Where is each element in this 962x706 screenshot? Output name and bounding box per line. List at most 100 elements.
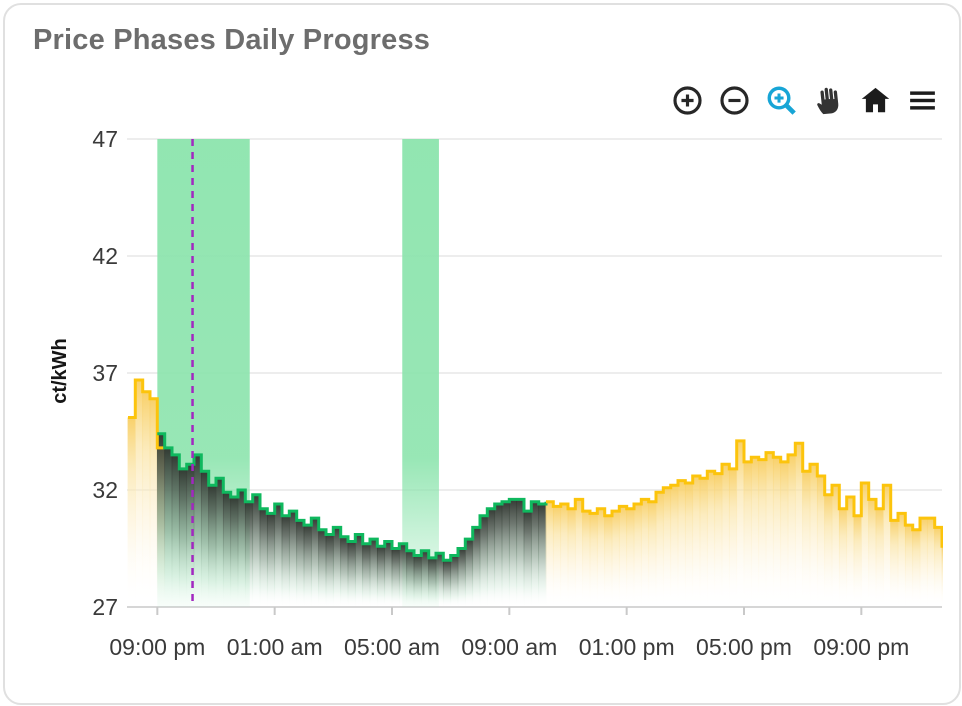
price-step-area-cheap: [486, 508, 496, 607]
price-step-area-expensive: [692, 475, 701, 607]
price-step-area-cheap: [281, 515, 290, 607]
price-step-area-cheap: [178, 468, 188, 607]
price-step-area-expensive: [882, 485, 892, 607]
price-step-area-expensive: [904, 525, 914, 607]
price-step-area-cheap: [164, 447, 173, 607]
price-step-area-expensive: [794, 443, 804, 607]
price-step-area-expensive: [662, 487, 672, 607]
price-step-area-cheap: [237, 490, 246, 607]
price-step-area-cheap: [376, 546, 386, 607]
price-step-area-cheap: [362, 543, 371, 607]
menu-button[interactable]: [904, 82, 940, 118]
price-step-area-expensive: [853, 515, 862, 607]
y-tick-label: 27: [92, 594, 118, 620]
price-step-area-cheap: [442, 560, 452, 607]
price-step-area-cheap: [369, 539, 378, 607]
chart-title: Price Phases Daily Progress: [33, 24, 431, 56]
price-step-area-expensive: [604, 515, 613, 607]
price-step-area-expensive: [919, 518, 928, 607]
price-area-group: [127, 380, 943, 607]
price-step-area-expensive: [545, 501, 554, 607]
price-step-area-expensive: [648, 501, 657, 607]
price-step-area-expensive: [816, 475, 826, 607]
price-step-area-expensive: [640, 499, 650, 607]
x-tick-label: 05:00 am: [344, 634, 440, 660]
price-step-area-expensive: [633, 504, 642, 607]
zoom-out-button[interactable]: [716, 82, 752, 118]
price-step-area-cheap: [200, 471, 210, 607]
home-button[interactable]: [857, 82, 893, 118]
price-step-area-expensive: [567, 508, 576, 607]
price-step-area-expensive: [780, 461, 789, 607]
price-step-area-expensive: [846, 497, 855, 607]
price-step-area-expensive: [941, 546, 943, 607]
price-step-area-expensive: [134, 380, 144, 607]
price-step-area-cheap: [413, 555, 422, 607]
price-step-area-cheap: [222, 492, 232, 607]
price-step-area-expensive: [868, 499, 877, 607]
price-step-area-expensive: [802, 471, 811, 607]
price-step-area-cheap: [494, 504, 503, 607]
price-step-area-expensive: [589, 513, 598, 607]
price-step-area-cheap: [340, 536, 349, 607]
price-step-area-expensive: [787, 454, 796, 607]
x-tick-label: 05:00 pm: [696, 634, 792, 660]
pan-button[interactable]: [810, 82, 846, 118]
x-tick-label: 01:00 pm: [579, 634, 675, 660]
y-axis-labels: 47 42 37 32 27: [92, 126, 118, 620]
price-step-area-expensive: [926, 518, 936, 607]
price-step-area-expensive: [574, 499, 584, 607]
price-step-area-expensive: [706, 471, 716, 607]
price-step-area-expensive: [142, 391, 151, 607]
price-step-area-cheap: [310, 518, 320, 607]
price-step-area-cheap: [259, 508, 268, 607]
price-step-area-expensive: [860, 482, 870, 607]
y-axis-title: ct/kWh: [49, 338, 71, 404]
price-step-area-cheap: [354, 534, 364, 607]
price-step-area-cheap: [435, 553, 444, 607]
zoom-out-icon: [719, 85, 749, 115]
price-step-line-cheap: [157, 432, 548, 562]
price-step-area-expensive: [626, 508, 635, 607]
plot-drag-area[interactable]: [127, 138, 943, 609]
price-step-area-expensive: [772, 457, 782, 607]
y-tick-label: 32: [92, 477, 118, 503]
price-step-area-expensive: [765, 452, 774, 607]
price-step-area-expensive: [736, 440, 745, 607]
price-step-area-cheap: [347, 541, 356, 607]
price-step-line-expensive: [546, 439, 943, 548]
zoom-in-button[interactable]: [669, 82, 705, 118]
price-step-area-expensive: [758, 459, 767, 607]
price-step-area-cheap: [332, 527, 342, 607]
price-step-area-expensive: [670, 485, 679, 607]
price-step-area-cheap: [318, 529, 327, 607]
price-step-area-cheap: [420, 550, 430, 607]
price-step-area-cheap: [428, 557, 437, 607]
price-step-area-cheap: [406, 550, 415, 607]
price-step-area-cheap: [244, 501, 254, 607]
y-tick-label: 42: [92, 243, 118, 269]
price-step-area-cheap: [457, 548, 466, 607]
price-step-area-cheap: [193, 454, 202, 607]
price-step-area-expensive: [655, 492, 664, 607]
price-step-area-expensive: [809, 464, 818, 607]
box-zoom-icon: [767, 86, 796, 115]
price-step-area-cheap: [472, 527, 481, 607]
price-step-area-cheap: [156, 433, 166, 607]
price-step-area-cheap: [230, 497, 239, 607]
price-step-area-cheap: [538, 504, 547, 607]
x-tick-label: 01:00 am: [227, 634, 323, 660]
price-step-area-expensive: [890, 520, 899, 607]
y-tick-label: 47: [92, 126, 118, 152]
price-step-area-expensive: [934, 527, 943, 607]
price-step-area-expensive: [677, 480, 686, 607]
price-step-area-expensive: [618, 506, 628, 607]
price-step-area-expensive: [699, 478, 708, 607]
price-step-area-cheap: [391, 548, 400, 607]
price-step-area-cheap: [296, 520, 305, 607]
price-step-area-expensive: [743, 461, 752, 607]
price-step-area-cheap: [288, 511, 298, 607]
price-step-area-cheap: [171, 454, 180, 607]
box-zoom-button[interactable]: [763, 82, 799, 118]
price-step-area-expensive: [684, 482, 694, 607]
